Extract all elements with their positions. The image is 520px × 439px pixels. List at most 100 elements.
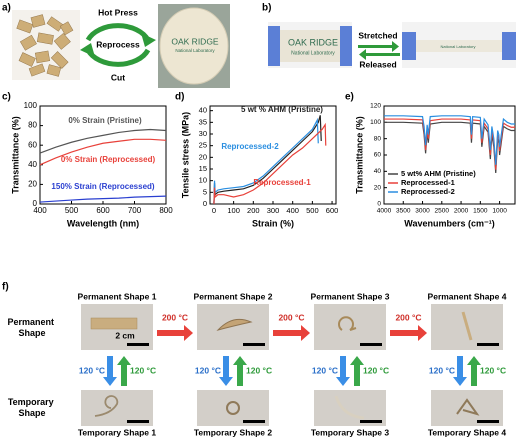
pellet-photo xyxy=(12,10,80,80)
reheat-arrow xyxy=(273,325,310,341)
series-line xyxy=(39,128,167,154)
x-tick-label: 1500 xyxy=(473,208,488,215)
sample xyxy=(456,398,480,416)
y-tick-label: 60 xyxy=(28,140,37,149)
x-tick-label: 2500 xyxy=(435,208,450,215)
scale-bar xyxy=(360,343,382,346)
process-label: Stretched xyxy=(358,30,397,40)
logo-text: National Laboratory xyxy=(175,48,215,53)
y-tick-label: 30 xyxy=(199,129,207,138)
temperature-label: 120 °C xyxy=(312,365,338,375)
y-tick-label: 5 xyxy=(203,187,207,196)
x-tick-label: 500 xyxy=(65,206,79,215)
row-label-line: Shape xyxy=(18,328,45,338)
temperature-label: 120 °C xyxy=(79,365,105,375)
x-axis-title: Wavenumbers (cm⁻¹) xyxy=(404,218,494,228)
x-tick-label: 3000 xyxy=(415,208,430,215)
x-tick-label: 400 xyxy=(286,206,299,215)
row-label: Permanent Shape xyxy=(7,317,56,338)
temperature-label: 200 °C xyxy=(395,312,421,322)
panel-label: a) xyxy=(2,3,11,14)
series-label: 0% Strain (Pristine) xyxy=(68,116,142,125)
series-label: Reprocessed-2 xyxy=(221,142,279,151)
x-tick-label: 4000 xyxy=(377,208,392,215)
temperature-label: 120 °C xyxy=(195,365,221,375)
sample xyxy=(90,317,138,330)
sample xyxy=(226,401,240,415)
x-tick-label: 300 xyxy=(267,206,280,215)
process-label: Hot Press xyxy=(98,7,138,17)
series-line xyxy=(384,115,515,165)
y-tick-label: 25 xyxy=(199,141,207,150)
temperature-label: 200 °C xyxy=(278,312,304,322)
shape-memory-panel: Permanent Shape 1 Temporary Shape 1 120 °C… xyxy=(78,291,507,437)
x-tick-label: 200 xyxy=(247,206,260,215)
x-tick-label: 500 xyxy=(306,206,319,215)
panel-label: c) xyxy=(2,92,11,103)
film-photo xyxy=(158,4,230,88)
y-tick-label: 40 xyxy=(28,160,37,169)
photo-title: Temporary Shape 2 xyxy=(194,427,273,437)
y-tick-label: 0 xyxy=(33,199,38,208)
y-tick-label: 0 xyxy=(377,201,381,208)
x-tick-label: 700 xyxy=(128,206,142,215)
x-axis-title: Wavelength (nm) xyxy=(67,218,139,228)
photo-title: Temporary Shape 4 xyxy=(428,427,507,437)
photo-title: Temporary Shape 3 xyxy=(311,427,390,437)
series-line xyxy=(39,138,167,166)
y-tick-label: 10 xyxy=(199,176,207,185)
legend-label: 5 wt% AHM (Pristine) xyxy=(401,169,476,178)
photo-title: Permanent Shape 4 xyxy=(428,291,507,301)
y-tick-label: 0 xyxy=(203,199,207,208)
series-line xyxy=(39,195,167,203)
row-label-line: Shape xyxy=(18,408,45,418)
process-label: Released xyxy=(359,59,396,69)
photo xyxy=(197,304,269,350)
photo xyxy=(314,304,386,350)
cool-arrow xyxy=(336,356,350,386)
series-label: Reprocessed-1 xyxy=(253,178,311,187)
scale-label: 2 cm xyxy=(115,330,135,340)
heat-arrow xyxy=(233,356,247,386)
series-line xyxy=(213,115,322,205)
x-tick-label: 3500 xyxy=(396,208,411,215)
y-tick-label: 100 xyxy=(370,119,381,126)
scale-bar xyxy=(243,343,265,346)
process-label: Cut xyxy=(111,72,125,82)
x-tick-label: 1000 xyxy=(492,208,507,215)
y-axis-title: Transmittance (%) xyxy=(10,116,20,194)
temperature-label: 120 °C xyxy=(130,365,156,375)
reheat-arrow xyxy=(157,325,193,341)
heat-arrow xyxy=(117,356,131,386)
y-tick-label: 20 xyxy=(374,184,382,191)
cool-arrow xyxy=(103,356,117,386)
series-line xyxy=(213,117,319,205)
film-photo xyxy=(402,22,516,68)
temperature-label: 120 °C xyxy=(363,365,389,375)
logo-text: OAK RIDGE xyxy=(171,36,219,46)
temperature-label: 200 °C xyxy=(162,312,188,322)
scale-bar xyxy=(360,420,382,423)
sample xyxy=(338,316,357,331)
scale-bar xyxy=(477,343,499,346)
scale-bar xyxy=(477,420,499,423)
y-axis-title: Transmittance (%) xyxy=(354,116,364,194)
reheat-arrow xyxy=(390,325,427,341)
x-tick-label: 600 xyxy=(326,206,339,215)
photo-title: Permanent Shape 3 xyxy=(311,291,390,301)
panel-label: f) xyxy=(2,282,9,293)
sample xyxy=(216,318,253,331)
y-tick-label: 35 xyxy=(199,117,207,126)
series-label: 150% Strain (Reprocessed) xyxy=(51,182,154,191)
x-tick-label: 400 xyxy=(33,206,47,215)
y-tick-label: 20 xyxy=(199,152,207,161)
y-axis-title: Tensile stress (MPa) xyxy=(180,112,190,198)
y-tick-label: 15 xyxy=(199,164,207,173)
y-tick-label: 40 xyxy=(374,168,382,175)
y-tick-label: 20 xyxy=(28,180,37,189)
series-label: 5 wt % AHM (Pristine) xyxy=(241,105,323,114)
temperature-label: 120 °C xyxy=(429,365,455,375)
series-label: 0% Strain (Reprocessed) xyxy=(61,155,156,164)
